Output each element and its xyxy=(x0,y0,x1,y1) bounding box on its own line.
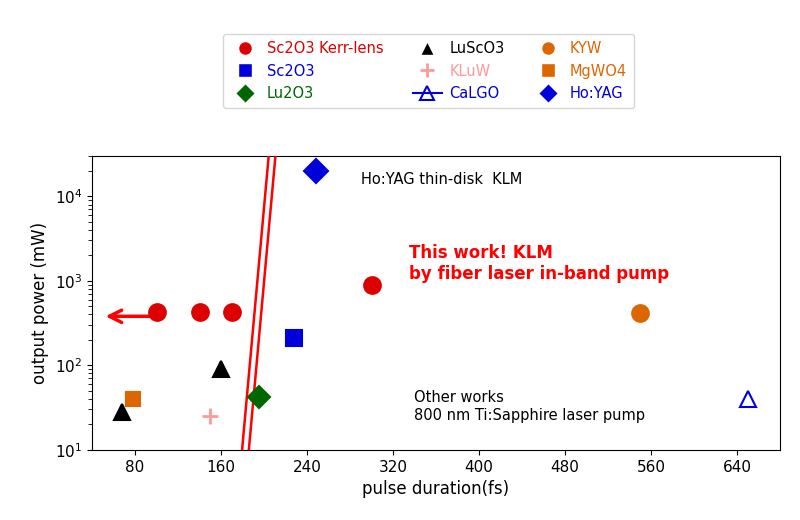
Text: This work! KLM
by fiber laser in-band pump: This work! KLM by fiber laser in-band pu… xyxy=(409,244,670,283)
Y-axis label: output power (mW): output power (mW) xyxy=(31,222,49,384)
Legend: Sc2O3 Kerr-lens, Sc2O3, Lu2O3, LuScO3, KLuW, CaLGO, KYW, MgWO4, Ho:YAG: Sc2O3 Kerr-lens, Sc2O3, Lu2O3, LuScO3, K… xyxy=(223,34,634,108)
Text: Other works
800 nm Ti:Sapphire laser pump: Other works 800 nm Ti:Sapphire laser pum… xyxy=(414,390,646,423)
X-axis label: pulse duration(fs): pulse duration(fs) xyxy=(362,480,510,498)
Text: Ho:YAG thin-disk  KLM: Ho:YAG thin-disk KLM xyxy=(361,172,522,187)
